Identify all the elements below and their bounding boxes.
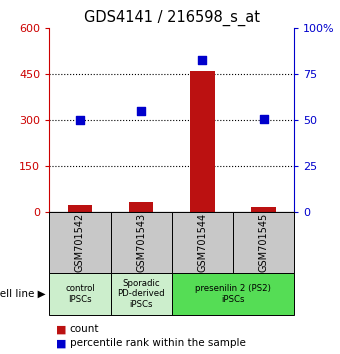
Bar [233, 212, 294, 273]
Title: GDS4141 / 216598_s_at: GDS4141 / 216598_s_at [84, 9, 260, 25]
Bar [172, 212, 233, 273]
Text: ■: ■ [56, 338, 67, 348]
Text: Sporadic
PD-derived
iPSCs: Sporadic PD-derived iPSCs [117, 279, 165, 309]
Bar [68, 205, 92, 212]
Bar [190, 71, 215, 212]
Bar [129, 202, 153, 212]
Bar [251, 207, 276, 212]
Text: cell line ▶: cell line ▶ [0, 289, 46, 299]
Bar [49, 212, 110, 273]
Bar [110, 212, 172, 273]
Text: percentile rank within the sample: percentile rank within the sample [70, 338, 245, 348]
Bar [110, 273, 172, 315]
Text: control
IPSCs: control IPSCs [65, 284, 95, 303]
Text: GSM701543: GSM701543 [136, 213, 146, 272]
Text: GSM701545: GSM701545 [258, 213, 269, 272]
Text: count: count [70, 324, 99, 334]
Point [200, 57, 205, 62]
Bar [172, 273, 294, 315]
Point [261, 116, 266, 121]
Point [77, 118, 83, 123]
Bar [49, 273, 110, 315]
Text: ■: ■ [56, 324, 67, 334]
Text: GSM701544: GSM701544 [197, 213, 207, 272]
Text: GSM701542: GSM701542 [75, 213, 85, 272]
Point [138, 108, 144, 114]
Text: presenilin 2 (PS2)
iPSCs: presenilin 2 (PS2) iPSCs [195, 284, 271, 303]
